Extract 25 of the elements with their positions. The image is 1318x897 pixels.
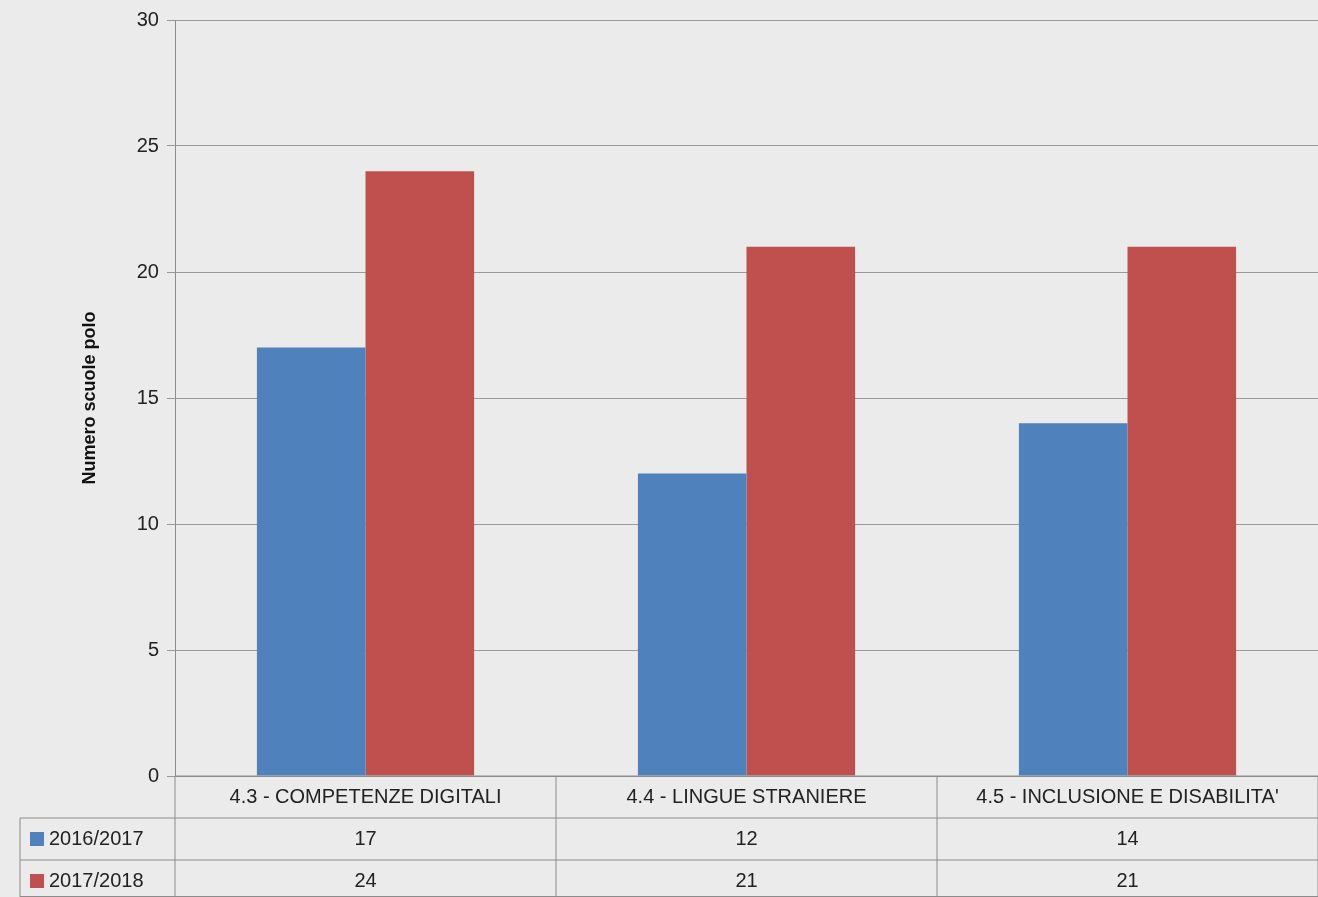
x-tick-label: 4.5 - INCLUSIONE E DISABILITA' bbox=[976, 784, 1279, 807]
y-tick-label: 0 bbox=[147, 763, 159, 786]
x-tick-label: 4.4 - LINGUE STRANIERE bbox=[626, 784, 867, 807]
data-label: 21 bbox=[735, 868, 758, 891]
data-label: 14 bbox=[1116, 826, 1139, 849]
y-tick-label: 10 bbox=[136, 511, 159, 534]
y-tick-label: 30 bbox=[136, 7, 159, 30]
y-tick-label: 5 bbox=[147, 637, 159, 660]
bar bbox=[365, 171, 475, 776]
y-axis-title: Numero scuole polo bbox=[78, 311, 99, 485]
bar bbox=[637, 473, 747, 776]
y-tick-label: 15 bbox=[136, 385, 159, 408]
data-label: 24 bbox=[354, 868, 377, 891]
data-label: 12 bbox=[735, 826, 758, 849]
data-label: 17 bbox=[354, 826, 377, 849]
bar bbox=[1127, 246, 1237, 776]
legend-label: 2017/2018 bbox=[49, 868, 144, 891]
bar bbox=[1018, 423, 1128, 776]
legend-label: 2016/2017 bbox=[49, 826, 144, 849]
bar bbox=[746, 246, 856, 776]
x-tick-label: 4.3 - COMPETENZE DIGITALI bbox=[229, 784, 502, 807]
y-tick-label: 25 bbox=[136, 133, 159, 156]
data-label: 21 bbox=[1116, 868, 1139, 891]
bar bbox=[256, 347, 366, 776]
y-tick-label: 20 bbox=[136, 259, 159, 282]
